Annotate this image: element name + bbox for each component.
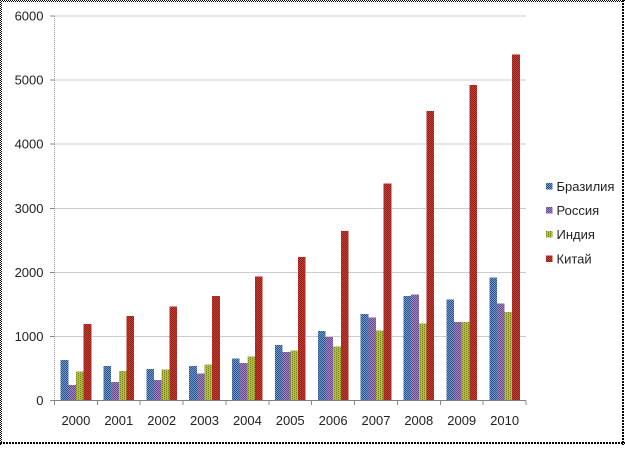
svg-text:2009: 2009 xyxy=(447,413,476,428)
svg-text:2000: 2000 xyxy=(15,265,44,280)
svg-text:5000: 5000 xyxy=(15,73,44,88)
svg-text:2007: 2007 xyxy=(362,413,391,428)
svg-text:2002: 2002 xyxy=(147,413,176,428)
svg-text:2000: 2000 xyxy=(61,413,90,428)
svg-text:2001: 2001 xyxy=(104,413,133,428)
svg-text:2010: 2010 xyxy=(490,413,519,428)
svg-text:Бразилия: Бразилия xyxy=(557,179,615,194)
svg-text:2004: 2004 xyxy=(233,413,262,428)
svg-text:1000: 1000 xyxy=(15,329,44,344)
svg-text:2003: 2003 xyxy=(190,413,219,428)
svg-text:3000: 3000 xyxy=(15,201,44,216)
svg-text:0: 0 xyxy=(36,393,43,408)
svg-text:6000: 6000 xyxy=(15,9,44,24)
svg-text:Индия: Индия xyxy=(557,227,595,242)
svg-text:Китай: Китай xyxy=(557,252,592,267)
svg-text:2006: 2006 xyxy=(319,413,348,428)
svg-text:2008: 2008 xyxy=(404,413,433,428)
svg-text:Россия: Россия xyxy=(557,203,600,218)
svg-text:4000: 4000 xyxy=(15,137,44,152)
svg-text:2005: 2005 xyxy=(276,413,305,428)
